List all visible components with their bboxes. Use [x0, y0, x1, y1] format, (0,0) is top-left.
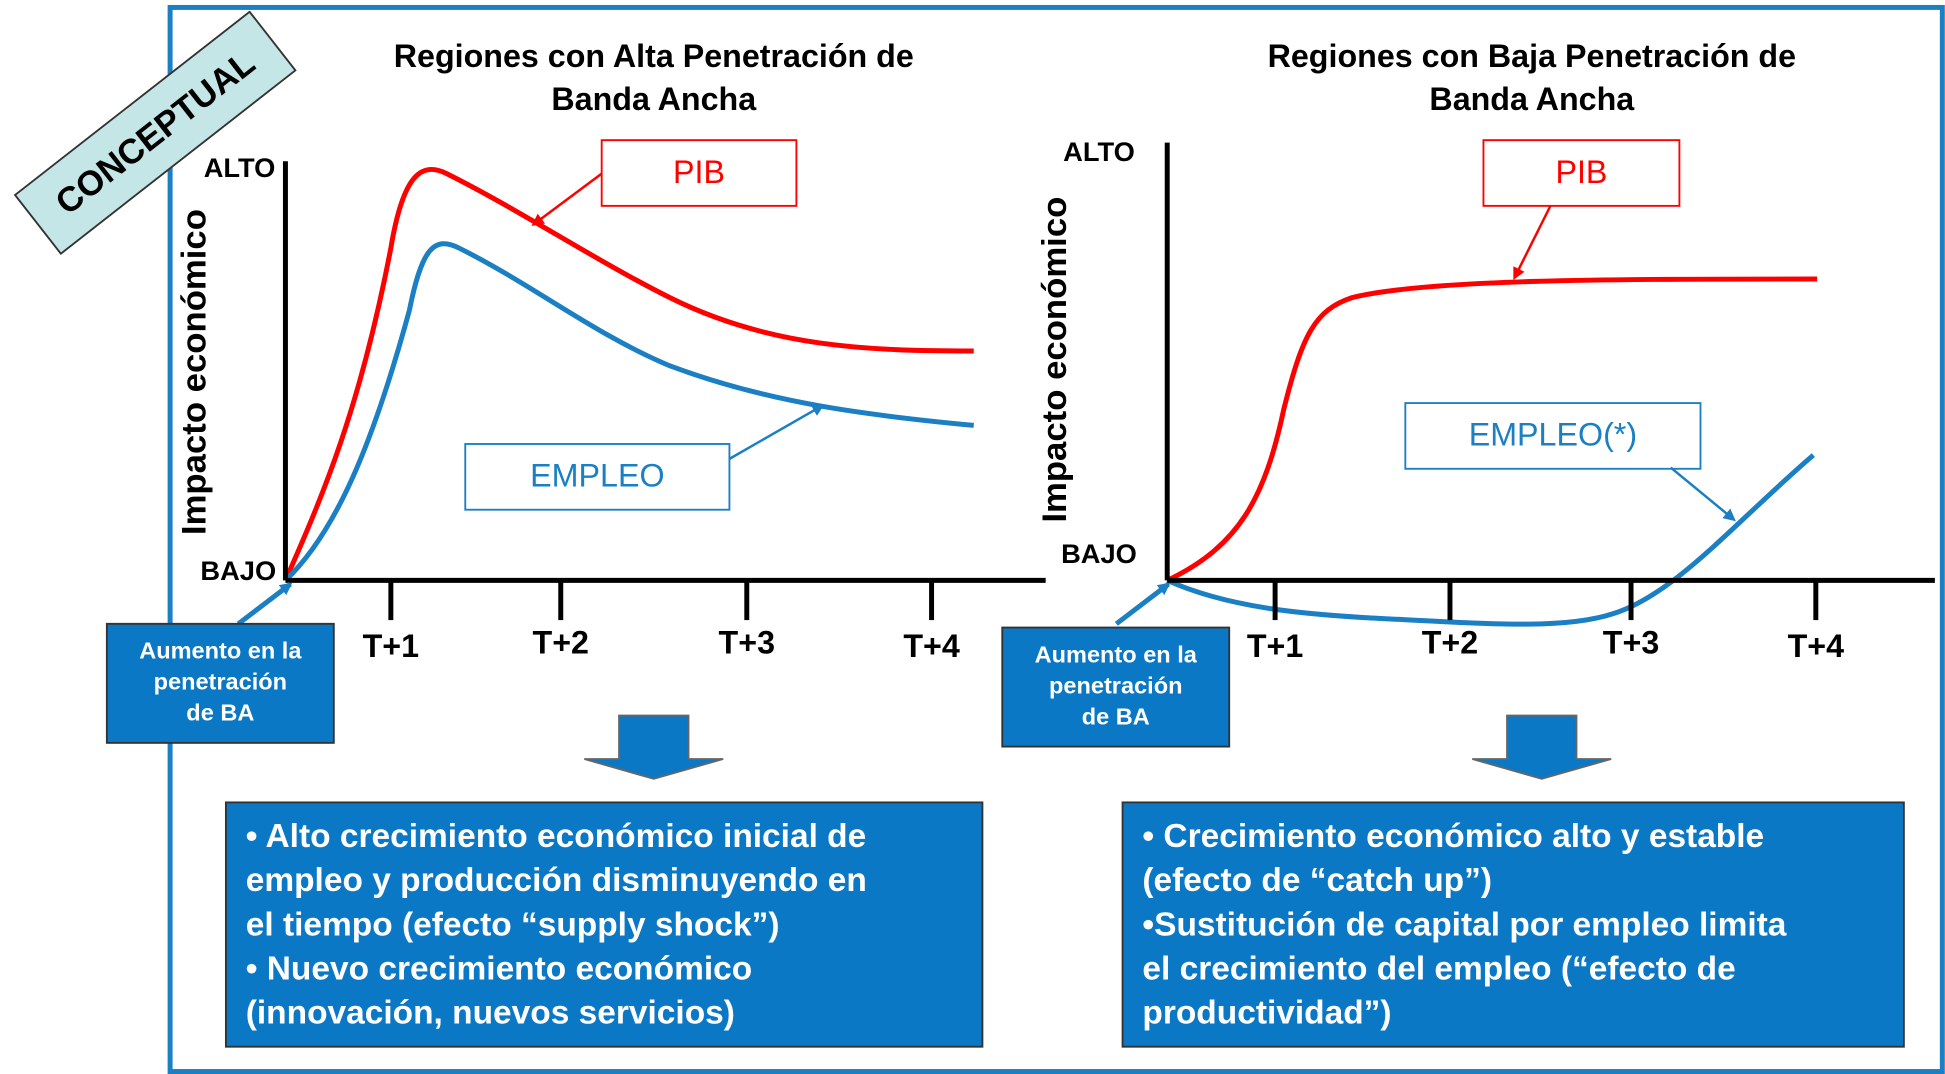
frame — [167, 4, 1945, 1074]
x-tick-label: T+2 — [1422, 624, 1478, 660]
pib-arrow — [531, 172, 603, 226]
start-note-text: Aumento en la — [1035, 641, 1198, 667]
summary-line: • Alto crecimiento económico inicial de — [246, 818, 867, 855]
pib-curve — [1166, 276, 1818, 583]
empleo-curve — [283, 241, 974, 583]
start-note-box — [105, 622, 335, 744]
start-note-box — [1001, 626, 1231, 748]
pib-label: PIB — [673, 154, 725, 190]
summary-box — [1121, 801, 1905, 1048]
y-axis-label: Impacto económico — [1036, 197, 1074, 523]
panel-title: Regiones con Alta Penetración de — [394, 38, 914, 74]
empleo-label: EMPLEO — [530, 458, 664, 494]
down-arrow — [584, 714, 724, 780]
start-note-text: penetración — [1049, 672, 1182, 698]
x-tick-label: T+1 — [1247, 628, 1304, 664]
empleo-arrow — [728, 404, 825, 460]
x-tick-label: T+2 — [533, 624, 589, 660]
y-low-label: BAJO — [200, 555, 276, 586]
pib-callout — [1482, 139, 1681, 207]
y-high-label: ALTO — [1063, 136, 1135, 167]
summary-line: •Sustitución de capital por empleo limit… — [1142, 906, 1786, 943]
y-low-label: BAJO — [1061, 538, 1137, 569]
pib-callout — [600, 139, 798, 207]
panel-title: Regiones con Baja Penetración de — [1268, 38, 1796, 74]
start-note-text: Aumento en la — [139, 638, 302, 664]
empleo-curve — [1166, 453, 1815, 627]
x-tick-label: T+3 — [719, 624, 775, 660]
pib-arrow — [1513, 205, 1552, 281]
badge-text: CONCEPTUAL — [49, 44, 262, 222]
pib-label: PIB — [1555, 154, 1607, 190]
summary-line: (innovación, nuevos servicios) — [246, 994, 735, 1031]
start-note-text: de BA — [1082, 703, 1150, 729]
summary-line: productividad”) — [1142, 994, 1391, 1031]
badge: CONCEPTUAL — [13, 10, 297, 255]
x-tick-label: T+4 — [1788, 628, 1845, 664]
panel-title: Banda Ancha — [551, 81, 757, 117]
summary-line: el crecimiento del empleo (“efecto de — [1142, 950, 1735, 987]
y-high-label: ALTO — [204, 152, 276, 183]
empleo-label: EMPLEO(*) — [1469, 417, 1637, 453]
summary-line: • Nuevo crecimiento económico — [246, 950, 752, 987]
panel-title: Banda Ancha — [1429, 81, 1635, 117]
summary-line: • Crecimiento económico alto y estable — [1142, 818, 1764, 855]
start-note-text: penetración — [154, 669, 287, 695]
down-arrow — [1472, 714, 1612, 780]
summary-line: empleo y producción disminuyendo en — [246, 862, 867, 899]
summary-box — [224, 801, 984, 1048]
pib-curve — [283, 167, 974, 582]
empleo-callout — [464, 443, 731, 511]
summary-line: (efecto de “catch up”) — [1142, 862, 1492, 899]
x-tick-label: T+3 — [1603, 624, 1659, 660]
empleo-callout — [1404, 402, 1702, 470]
x-tick-label: T+4 — [903, 628, 960, 664]
x-tick-label: T+1 — [363, 628, 420, 664]
y-axis-label: Impacto económico — [175, 209, 213, 535]
start-note-text: de BA — [186, 700, 254, 726]
summary-line: el tiempo (efecto “supply shock”) — [246, 906, 780, 943]
start-arrow — [1114, 582, 1171, 626]
empleo-arrow — [1669, 466, 1736, 522]
badge-box — [13, 10, 297, 255]
start-arrow — [236, 582, 293, 626]
